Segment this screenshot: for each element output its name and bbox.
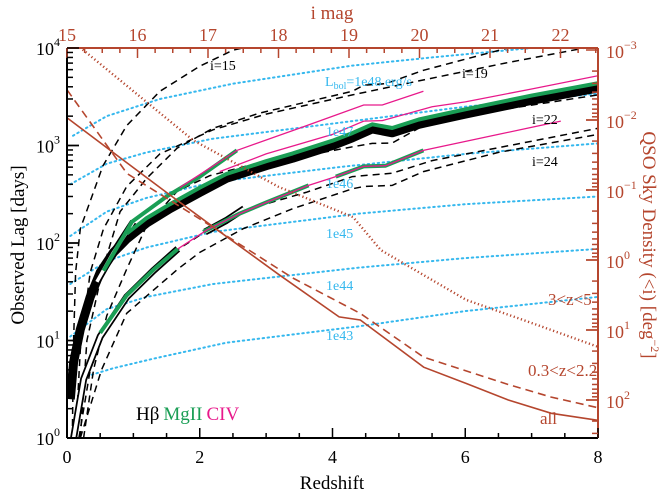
y-tick-label: 101 [36, 328, 60, 352]
right-tick-label: 100 [606, 248, 630, 272]
axes: 0 2 4 6 8 15 16 17 18 19 20 21 22 100 101 102 103 104 10−3… [8, 3, 662, 494]
lbol-line-1e47 [69, 92, 598, 186]
lbol-label-1e46: 1e46 [326, 177, 353, 192]
mgii-lag-track [101, 148, 239, 272]
lbol-label-1e44: 1e44 [326, 279, 353, 294]
density-label: 3<z<5 [548, 290, 592, 309]
lbol-label-1e43: 1e43 [326, 329, 353, 344]
imag-label: i=19 [462, 67, 488, 82]
density-label: 0.3<z<2.2 [528, 361, 597, 380]
right-tick-label: 10−3 [606, 38, 637, 62]
density-curve-solid [67, 117, 598, 422]
x-tick-label: 0 [63, 447, 72, 467]
legend: Hβ MgII CIV [136, 404, 239, 425]
right-axis-title: QSO Sky Density (<i) [deg−2] [638, 131, 662, 358]
imag-label: i=24 [532, 155, 558, 170]
y-tick-label: 102 [36, 230, 60, 254]
curve-labels: i=15 i=19 i=22 i=24 Lbol=1e48 erg/s 1e47 1e46 1… [136, 59, 597, 428]
civ-lag-track [177, 120, 561, 250]
top-tick-label: 19 [340, 25, 358, 45]
hbeta-lag-track [67, 83, 598, 400]
x-tick-label: 2 [195, 447, 204, 467]
lbol-line-1e43 [85, 295, 598, 378]
civ-lag-track [179, 90, 424, 189]
y-tick-label: 103 [36, 133, 60, 157]
top-tick-label: 17 [199, 25, 217, 45]
top-tick-label: 16 [129, 25, 147, 45]
legend-item: Hβ [136, 404, 159, 425]
lbol-label-1e45: 1e45 [326, 227, 353, 242]
top-tick-label: 15 [58, 25, 76, 45]
imag-curve-4 [78, 127, 598, 439]
top-tick-label: 20 [411, 25, 429, 45]
density-curve-dotted [78, 48, 598, 348]
legend-item: MgII [163, 404, 202, 425]
legend-item: CIV [206, 404, 239, 425]
y-axis-title: Observed Lag [days] [8, 165, 29, 324]
plot-area [67, 48, 598, 439]
density-label: all [540, 409, 557, 428]
lbol-label-1e48: Lbol=1e48 erg/s [325, 75, 412, 92]
lbol-label-1e47: 1e47 [326, 125, 353, 140]
right-tick-label: 10−1 [606, 178, 637, 202]
right-tick-label: 102 [606, 388, 630, 412]
right-tick-label: 10−2 [606, 108, 637, 132]
top-tick-label: 18 [270, 25, 288, 45]
lbol-line-1e45 [69, 195, 598, 285]
x-tick-label: 8 [594, 447, 603, 467]
imag-label: i=15 [210, 59, 236, 74]
lbol-line-1e48 [72, 48, 543, 137]
imag-curve-0 [71, 48, 244, 439]
top-tick-label: 21 [481, 25, 499, 45]
density-curve-dashed [67, 89, 598, 409]
mgii-lag-track [98, 247, 180, 334]
civ-lag-track [219, 75, 598, 173]
top-tick-label: 22 [552, 25, 570, 45]
imag-curve-1 [74, 48, 585, 439]
lbol-line-1e44 [69, 247, 598, 338]
imag-label: i=22 [532, 113, 558, 128]
x-tick-label: 4 [328, 447, 337, 467]
y-tick-label: 100 [36, 425, 60, 449]
right-tick-label: 101 [606, 318, 630, 342]
imag-curve-5 [79, 133, 598, 439]
mgii-lag-track [125, 81, 598, 236]
x-tick-label: 6 [461, 447, 470, 467]
top-axis-title: i mag [311, 3, 354, 24]
y-tick-label: 104 [36, 35, 60, 59]
x-axis-title: Redshift [300, 473, 365, 494]
